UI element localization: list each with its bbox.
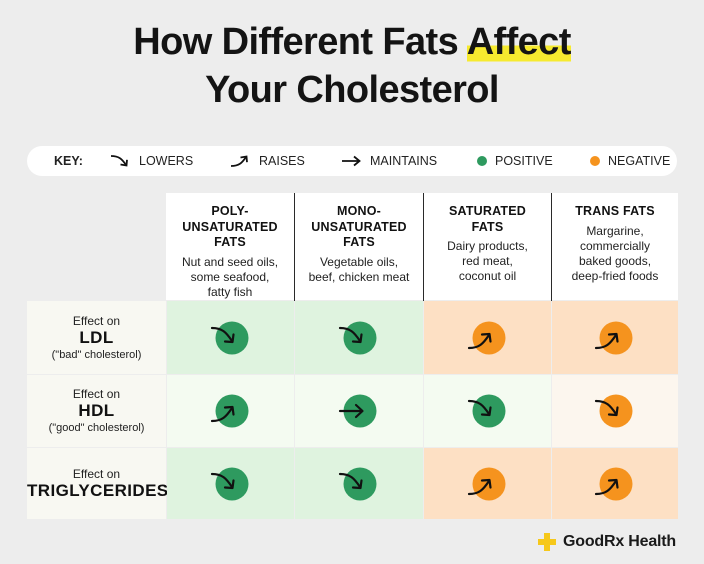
column-examples: Nut and seed oils, some seafood, fatty fis…	[181, 254, 279, 299]
row-note: ("good" cholesterol)	[48, 422, 145, 434]
lowers-positive-icon	[338, 467, 377, 500]
cell-ldl-mono	[295, 301, 423, 374]
cell-hdl-poly	[167, 375, 294, 447]
positive-dot-icon	[477, 156, 487, 166]
column-header-saturated: SATURATED FATS Dairy products, red meat, co…	[424, 193, 551, 300]
row-name: TRIGLYCERIDES	[27, 480, 169, 500]
row-effect-on: Effect on	[72, 387, 121, 401]
key-label-item: KEY:	[54, 146, 83, 176]
title-line-2: Your Cholesterol	[205, 69, 499, 111]
column-examples: Vegetable oils, beef, chicken meat	[308, 254, 410, 284]
plus-cross-icon	[538, 533, 557, 551]
raises-negative-icon	[467, 467, 505, 500]
column-header-poly: POLY- UNSATURATED FATS Nut and seed oils, s…	[166, 193, 294, 300]
lowers-arrow-icon	[110, 155, 128, 167]
cell-triglycerides-poly	[167, 448, 294, 519]
lowers-label: LOWERS	[139, 154, 194, 168]
row-name: LDL	[79, 327, 114, 347]
column-divider	[294, 193, 295, 301]
cell-ldl-poly	[167, 301, 294, 374]
column-title: TRANS FATS	[575, 204, 655, 218]
key-raises: RAISES	[229, 146, 305, 176]
title-highlight: Affect	[466, 21, 571, 63]
maintains-positive-icon	[338, 394, 377, 428]
row-label-ldl: Effect on LDL ("bad" cholesterol)	[27, 301, 166, 374]
column-header-trans: TRANS FATS Margarine, commercially baked g…	[552, 193, 678, 300]
lowers-positive-icon	[467, 394, 505, 428]
cell-triglycerides-mono	[295, 448, 423, 519]
column-examples: Dairy products, red meat, coconut oil	[447, 239, 528, 283]
column-title: POLY- UNSATURATED FATS	[182, 204, 278, 249]
cell-hdl-saturated	[424, 375, 551, 447]
negative-label: NEGATIVE	[608, 154, 671, 168]
title-text: How Different Fats	[133, 21, 467, 63]
raises-arrow-icon	[230, 155, 248, 167]
lowers-positive-icon	[210, 467, 248, 500]
row-effect-on: Effect on	[72, 466, 121, 481]
lowers-negative-icon	[594, 394, 633, 428]
column-header-mono: MONO- UNSATURATED FATS Vegetable oils, beef…	[295, 193, 423, 300]
maintains-label: MAINTAINS	[370, 154, 438, 168]
key-lowers: LOWERS	[109, 146, 193, 176]
row-effect-on: Effect on	[72, 313, 121, 328]
cell-ldl-trans	[552, 301, 678, 374]
page-title: How Different Fats Affect Your Cholester…	[0, 18, 704, 114]
cell-triglycerides-trans	[552, 448, 678, 519]
key-legend: KEY: LOWERS RAISES MAINTAINS POSITIVE NE…	[27, 146, 677, 176]
lowers-positive-icon	[210, 321, 248, 354]
cell-hdl-mono	[295, 375, 423, 447]
lowers-positive-icon	[338, 321, 377, 354]
key-negative: NEGATIVE	[590, 146, 670, 176]
cell-ldl-saturated	[424, 301, 551, 374]
row-label-hdl: Effect on HDL ("good" cholesterol)	[27, 375, 166, 447]
key-label: KEY:	[54, 154, 83, 168]
raises-label: RAISES	[259, 154, 305, 168]
raises-positive-icon	[210, 394, 248, 428]
row-label-triglycerides: Effect on TRIGLYCERIDES	[27, 448, 169, 519]
column-examples: Margarine, commercially baked goods, deep-f…	[571, 223, 659, 283]
cell-triglycerides-saturated	[424, 448, 551, 519]
brand-footer: GoodRx Health	[537, 532, 676, 552]
row-note: ("bad" cholesterol)	[51, 348, 142, 361]
key-maintains: MAINTAINS	[340, 146, 437, 176]
column-divider	[551, 193, 552, 301]
key-positive: POSITIVE	[477, 146, 553, 176]
raises-negative-icon	[594, 467, 633, 500]
cell-hdl-trans	[552, 375, 678, 447]
positive-label: POSITIVE	[495, 154, 553, 168]
row-name: HDL	[78, 401, 115, 420]
negative-dot-icon	[590, 156, 600, 166]
brand-name: GoodRx Health	[563, 533, 676, 550]
maintains-arrow-icon	[342, 155, 361, 167]
raises-negative-icon	[467, 321, 505, 354]
column-title: MONO- UNSATURATED FATS	[311, 204, 407, 249]
column-title: SATURATED FATS	[448, 204, 527, 234]
raises-negative-icon	[594, 321, 633, 354]
title-line-1: How Different Fats Affect	[0, 18, 704, 66]
column-divider	[423, 193, 424, 301]
